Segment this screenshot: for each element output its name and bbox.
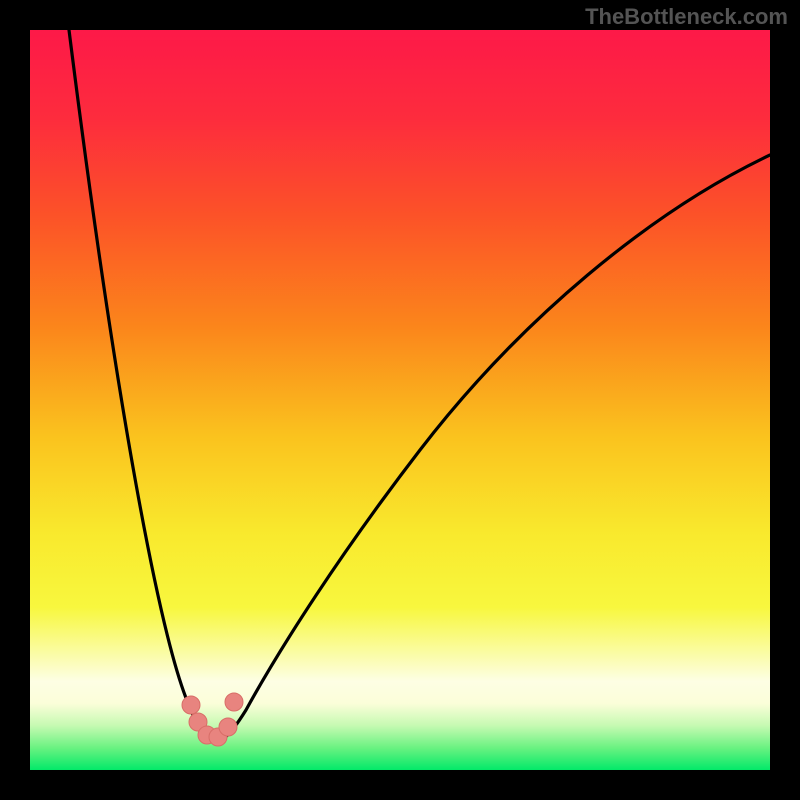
marker-point — [182, 696, 200, 714]
plot-background — [30, 30, 770, 770]
marker-point — [219, 718, 237, 736]
marker-point — [225, 693, 243, 711]
bottleneck-chart: TheBottleneck.com — [0, 0, 800, 800]
watermark-text: TheBottleneck.com — [585, 4, 788, 30]
chart-svg — [0, 0, 800, 800]
